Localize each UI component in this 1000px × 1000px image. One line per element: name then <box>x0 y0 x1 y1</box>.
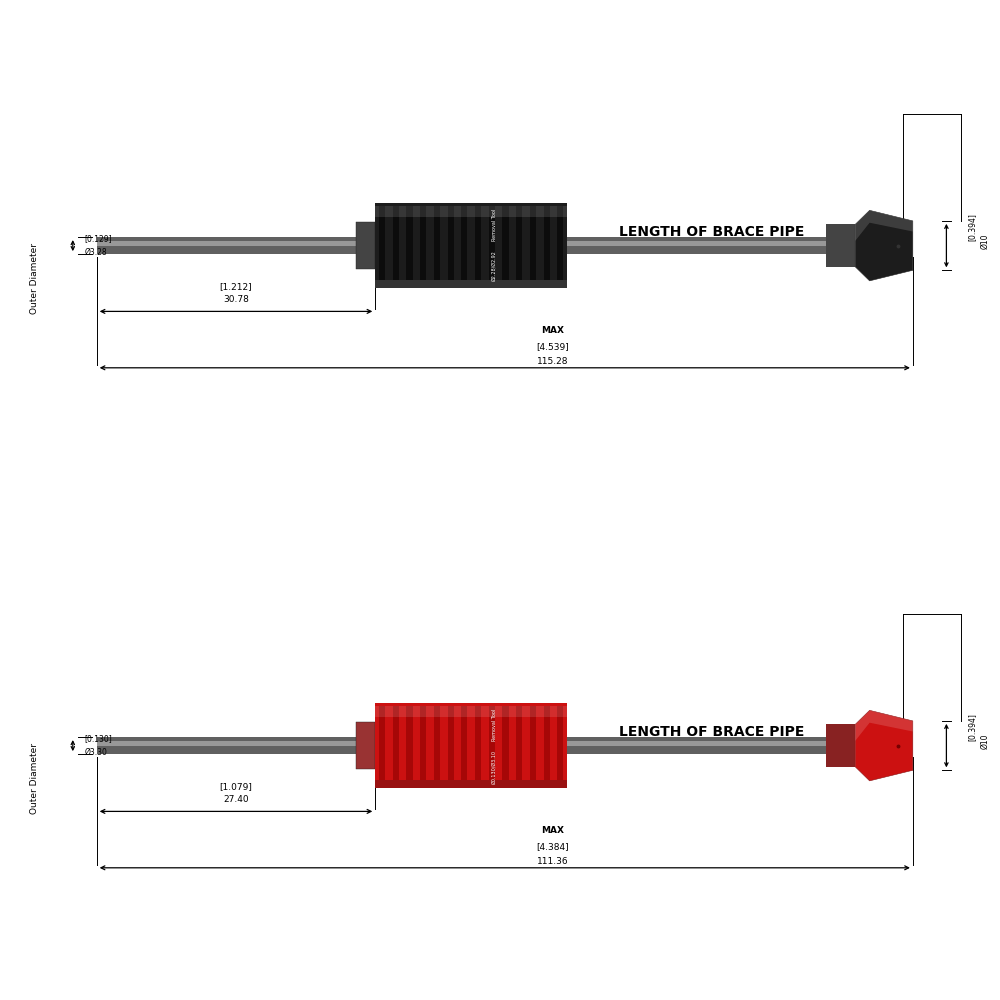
Bar <box>502 206 509 285</box>
Text: Ø10: Ø10 <box>980 733 989 749</box>
Bar <box>434 206 440 285</box>
Bar <box>557 706 563 785</box>
Bar <box>375 206 567 217</box>
Bar <box>375 706 567 717</box>
Bar <box>375 280 567 288</box>
Polygon shape <box>855 710 913 781</box>
Bar <box>393 206 399 285</box>
Text: Outer Diameter: Outer Diameter <box>30 243 39 314</box>
Text: MAX: MAX <box>541 826 564 835</box>
Bar <box>567 237 826 254</box>
Text: Removal Tool: Removal Tool <box>492 209 497 241</box>
Bar <box>516 206 522 285</box>
Bar <box>475 206 481 285</box>
Bar <box>406 706 413 785</box>
Bar <box>516 706 522 785</box>
Bar <box>567 241 826 246</box>
Polygon shape <box>855 710 913 741</box>
Bar <box>375 203 567 288</box>
Bar <box>97 741 356 746</box>
Bar <box>557 206 563 285</box>
Bar <box>393 706 399 785</box>
Text: 115.28: 115.28 <box>537 357 569 366</box>
Bar <box>530 706 536 785</box>
Text: LENGTH OF BRACE PIPE: LENGTH OF BRACE PIPE <box>619 724 804 738</box>
Bar <box>489 706 495 785</box>
Bar <box>379 706 385 785</box>
Bar <box>502 706 509 785</box>
Bar <box>375 780 567 788</box>
Text: 111.36: 111.36 <box>537 857 569 866</box>
Bar <box>356 222 375 269</box>
Polygon shape <box>855 210 913 281</box>
Text: Ø3.28: Ø3.28 <box>84 248 107 257</box>
Bar <box>420 206 426 285</box>
Text: Ø3.30: Ø3.30 <box>84 748 107 757</box>
Text: Ø2.28/Ø2.92: Ø2.28/Ø2.92 <box>492 250 497 281</box>
Bar <box>406 206 413 285</box>
Bar <box>826 224 855 267</box>
Bar <box>567 737 826 754</box>
Bar <box>97 737 356 754</box>
Bar <box>448 706 454 785</box>
Bar <box>567 741 826 746</box>
Text: Outer Diameter: Outer Diameter <box>30 743 39 814</box>
Bar <box>97 237 356 254</box>
Bar <box>461 206 467 285</box>
Text: 30.78: 30.78 <box>223 295 249 304</box>
Bar <box>461 706 467 785</box>
Bar <box>530 206 536 285</box>
Bar <box>375 703 567 788</box>
Text: [1.212]: [1.212] <box>220 282 252 291</box>
Text: MAX: MAX <box>541 326 564 335</box>
Bar <box>356 722 375 769</box>
Bar <box>544 206 550 285</box>
Text: [4.539]: [4.539] <box>536 342 569 351</box>
Bar <box>826 724 855 767</box>
Text: [0.394]: [0.394] <box>968 713 977 741</box>
Bar <box>544 706 550 785</box>
Text: Ø0.130/Ø3.10: Ø0.130/Ø3.10 <box>492 750 497 784</box>
Bar <box>97 241 356 246</box>
Text: [4.384]: [4.384] <box>536 842 569 851</box>
Bar <box>379 206 385 285</box>
Text: Ø10: Ø10 <box>980 233 989 249</box>
Text: [1.079]: [1.079] <box>220 782 252 791</box>
Bar <box>448 206 454 285</box>
Text: LENGTH OF BRACE PIPE: LENGTH OF BRACE PIPE <box>619 225 804 238</box>
Bar <box>489 206 495 285</box>
Text: 27.40: 27.40 <box>223 795 249 804</box>
Text: Removal Tool: Removal Tool <box>492 709 497 741</box>
Text: [0.394]: [0.394] <box>968 213 977 241</box>
Text: [0.130]: [0.130] <box>84 735 112 744</box>
Text: [0.129]: [0.129] <box>84 235 112 244</box>
Polygon shape <box>855 210 913 241</box>
Bar <box>475 706 481 785</box>
Bar <box>420 706 426 785</box>
Bar <box>434 706 440 785</box>
